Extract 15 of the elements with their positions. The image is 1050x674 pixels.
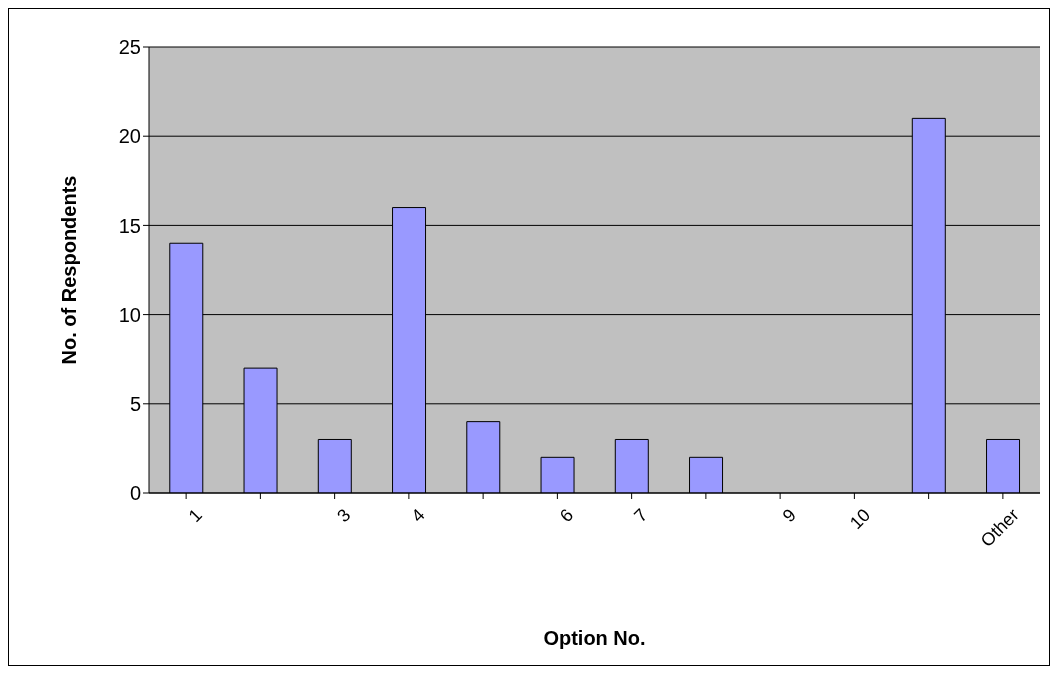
x-tick-label: 7 [630, 504, 652, 526]
x-tick-label: 10 [845, 504, 875, 534]
x-tick-label: 9 [778, 504, 800, 526]
y-tick-label: 0 [129, 482, 141, 505]
y-tick-label: 10 [118, 303, 141, 326]
y-tick-label: 25 [118, 36, 141, 59]
x-tick-label: 6 [556, 504, 578, 526]
y-tick-label: 5 [129, 392, 141, 415]
x-tick-label: 4 [407, 504, 429, 526]
x-tick-label: 3 [333, 504, 355, 526]
y-tick-label: 15 [118, 214, 141, 237]
x-axis-title: Option No. [543, 627, 646, 649]
y-tick-label: 20 [118, 125, 141, 148]
x-tick-label: 1 [184, 504, 206, 526]
y-axis-title: No. of Respondents [58, 175, 81, 365]
